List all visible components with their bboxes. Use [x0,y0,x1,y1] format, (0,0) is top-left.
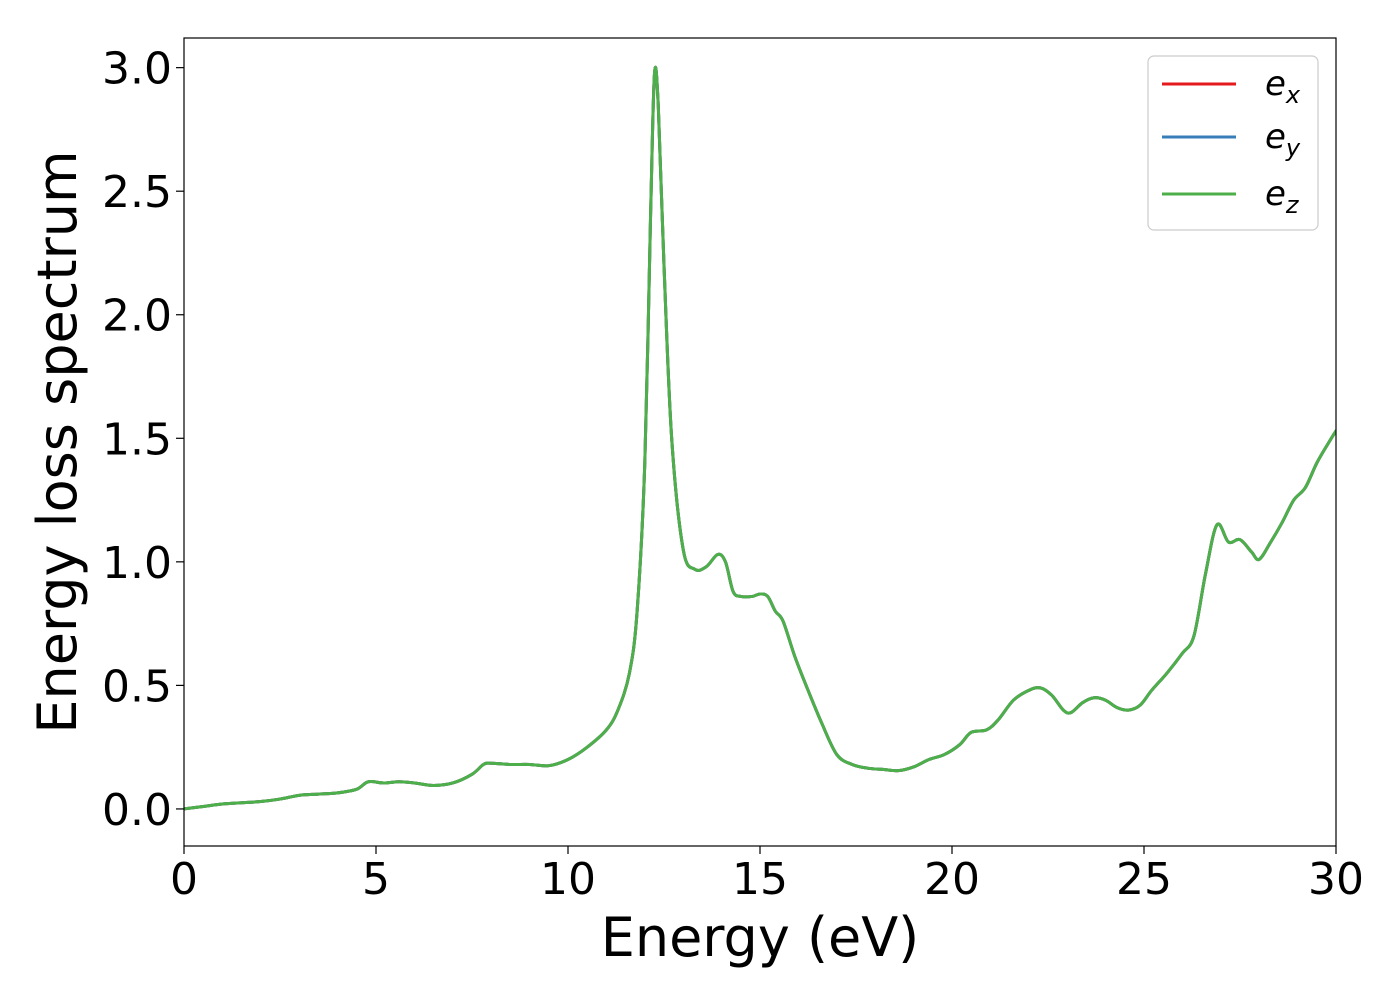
y-tick-label: 2.0 [102,291,172,342]
y-tick-label: 0.5 [102,661,172,712]
series-layer [184,65,1336,811]
x-tick-label: 5 [362,854,390,905]
legend-frame [1147,55,1319,231]
y-axis-ticks: 0.0 0.5 1.0 1.5 2.0 2.5 3.0 [102,44,184,836]
y-tick-label: 2.5 [102,167,172,218]
legend-label: ex [1265,64,1301,109]
y-axis-label: Energy loss spectrum [26,150,89,733]
series-line-e-z [184,65,1336,811]
x-axis-ticks: 0 5 10 15 20 25 30 [170,846,1364,905]
x-tick-label: 15 [732,854,788,905]
legend: ex ey ez [1147,55,1319,231]
x-tick-label: 0 [170,854,198,905]
x-tick-label: 20 [924,854,980,905]
x-tick-label: 25 [1116,854,1172,905]
x-tick-label: 10 [540,854,596,905]
y-tick-label: 3.0 [102,44,172,95]
y-tick-label: 0.0 [102,785,172,836]
x-axis-label: Energy (eV) [601,906,920,969]
y-tick-label: 1.5 [102,414,172,465]
legend-label: ey [1265,117,1301,162]
y-tick-label: 1.0 [102,538,172,589]
x-tick-label: 30 [1308,854,1364,905]
legend-label: ez [1265,174,1300,219]
